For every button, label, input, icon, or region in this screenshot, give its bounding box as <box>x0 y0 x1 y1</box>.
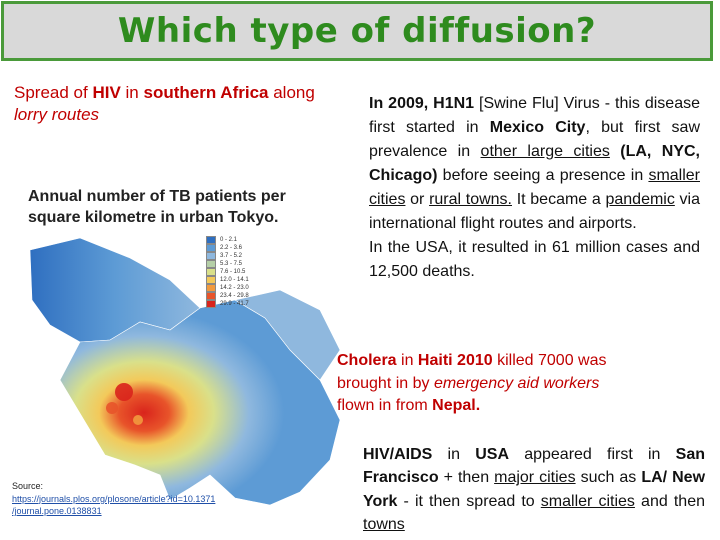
legend-swatch <box>206 292 216 300</box>
h1n1-rural-towns: rural towns. <box>429 191 512 208</box>
h1n1-cities: (LA, NYC, Chicago) <box>369 143 700 184</box>
cholera-aid-workers: emergency aid workers <box>433 374 600 392</box>
source-link-line: /journal.pone.0138831 <box>12 506 102 517</box>
h1n1-text: It became a <box>512 191 606 208</box>
source-link[interactable]: https://journals.plos.org/plosone/articl… <box>12 493 282 518</box>
map-hotspot <box>106 402 118 414</box>
h1n1-other-cities: other large cities <box>480 143 610 160</box>
hivusa-text: appeared first in <box>509 446 676 463</box>
legend-row: 14.2 - 23.0 <box>206 284 249 292</box>
legend-label: 7.6 - 10.5 <box>220 269 246 275</box>
legend-row: 3.7 - 5.2 <box>206 252 249 260</box>
legend-row: 29.9 - 41.7 <box>206 300 249 308</box>
source-link-line: https://journals.plos.org/plosone/articl… <box>12 493 216 504</box>
hivusa-text: + then <box>438 469 495 487</box>
legend-swatch <box>206 268 216 276</box>
hivusa-la-ny: LA/ New York <box>363 469 706 510</box>
hivusa-text: in <box>432 446 476 463</box>
legend-row: 23.4 - 29.8 <box>206 292 249 300</box>
legend-swatch <box>206 276 216 284</box>
legend-label: 12.0 - 14.1 <box>220 277 249 283</box>
hivusa-smaller-cities: smaller cities <box>540 492 635 510</box>
map-legend: 0 - 2.1 2.2 - 3.6 3.7 - 5.2 5.3 - 7.5 7.6 - … <box>206 236 249 308</box>
hiv-text: along <box>268 83 315 102</box>
legend-label: 2.2 - 3.6 <box>220 245 243 251</box>
hiv-text: Spread of <box>14 83 93 102</box>
legend-swatch <box>206 252 216 260</box>
tokyo-tb-map <box>20 230 350 530</box>
hivusa-sf: San Francisco <box>363 446 706 487</box>
legend-row: 12.0 - 14.1 <box>206 276 249 284</box>
title-banner: Which type of diffusion? <box>1 1 713 61</box>
hiv-caption: Spread of HIV in southern Africa along l… <box>14 82 344 126</box>
tb-caption-line: Annual number of TB patients per <box>28 188 286 205</box>
hivusa-text: - it then spread to <box>397 492 541 510</box>
legend-label: 5.3 - 7.5 <box>220 261 243 267</box>
map-region-center <box>59 299 341 506</box>
cholera-text: killed 7000 was brought in by <box>337 352 607 392</box>
h1n1-smaller-cities: smaller cities <box>369 167 700 208</box>
legend-swatch <box>206 284 216 292</box>
hiv-usa-paragraph: HIV/AIDS in USA appeared first in San Fr… <box>363 443 705 536</box>
h1n1-text: before seeing a presence in <box>437 167 649 184</box>
hiv-term: HIV <box>92 83 121 102</box>
cholera-text: in <box>396 352 418 369</box>
hivusa-towns: towns <box>363 516 405 534</box>
tb-caption-line: square kilometre in urban Tokyo. <box>28 209 279 227</box>
h1n1-text: , but first saw prevalence in <box>369 119 701 160</box>
hiv-text: in <box>120 83 144 102</box>
map-svg <box>29 237 341 506</box>
map-hotspot <box>115 383 133 401</box>
map-region-east <box>234 289 341 381</box>
legend-row: 5.3 - 7.5 <box>206 260 249 268</box>
h1n1-mexico: Mexico City <box>489 119 586 136</box>
source-note: Source: https://journals.plos.org/ploson… <box>12 480 282 518</box>
legend-label: 0 - 2.1 <box>220 237 238 243</box>
legend-row: 2.2 - 3.6 <box>206 244 249 252</box>
legend-label: 23.4 - 29.8 <box>220 293 249 299</box>
legend-row: 7.6 - 10.5 <box>206 268 249 276</box>
source-label: Source: <box>12 481 44 491</box>
h1n1-usa-stats: In the USA, it resulted in 61 million ca… <box>369 239 700 280</box>
legend-label: 14.2 - 23.0 <box>220 285 249 291</box>
hivusa-major-cities: major cities <box>494 469 576 487</box>
legend-swatch <box>206 236 216 244</box>
hivusa-text: and then <box>634 492 705 510</box>
hivusa-text: such as <box>575 469 642 487</box>
hiv-routes: lorry routes <box>14 105 100 125</box>
h1n1-paragraph: In 2009, H1N1 [Swine Flu] Virus - this d… <box>369 92 700 284</box>
legend-swatch <box>206 260 216 268</box>
h1n1-text: via international flight routes and airp… <box>369 191 700 232</box>
h1n1-text: [Swine Flu] Virus - this disease first s… <box>369 95 700 136</box>
cholera-text: flown in from <box>337 397 433 415</box>
cholera-nepal: Nepal. <box>432 397 481 415</box>
cholera-paragraph: Cholera in Haiti 2010 killed 7000 was br… <box>337 350 637 418</box>
legend-swatch <box>206 244 216 252</box>
legend-row: 0 - 2.1 <box>206 236 249 244</box>
tb-caption: Annual number of TB patients per square … <box>28 186 328 229</box>
h1n1-text: or <box>405 191 430 208</box>
map-hotspot <box>133 415 143 425</box>
cholera-haiti: Haiti 2010 <box>417 352 493 369</box>
cholera-term: Cholera <box>337 352 397 369</box>
hivusa-term: HIV/AIDS <box>363 446 433 463</box>
legend-label: 29.9 - 41.7 <box>220 301 249 307</box>
hiv-region: southern Africa <box>143 83 269 102</box>
h1n1-term: In 2009, H1N1 <box>369 95 475 112</box>
page-title: Which type of diffusion? <box>117 11 597 51</box>
legend-swatch <box>206 300 216 308</box>
legend-label: 3.7 - 5.2 <box>220 253 243 259</box>
hivusa-usa: USA <box>475 446 509 463</box>
h1n1-pandemic: pandemic <box>605 191 675 208</box>
